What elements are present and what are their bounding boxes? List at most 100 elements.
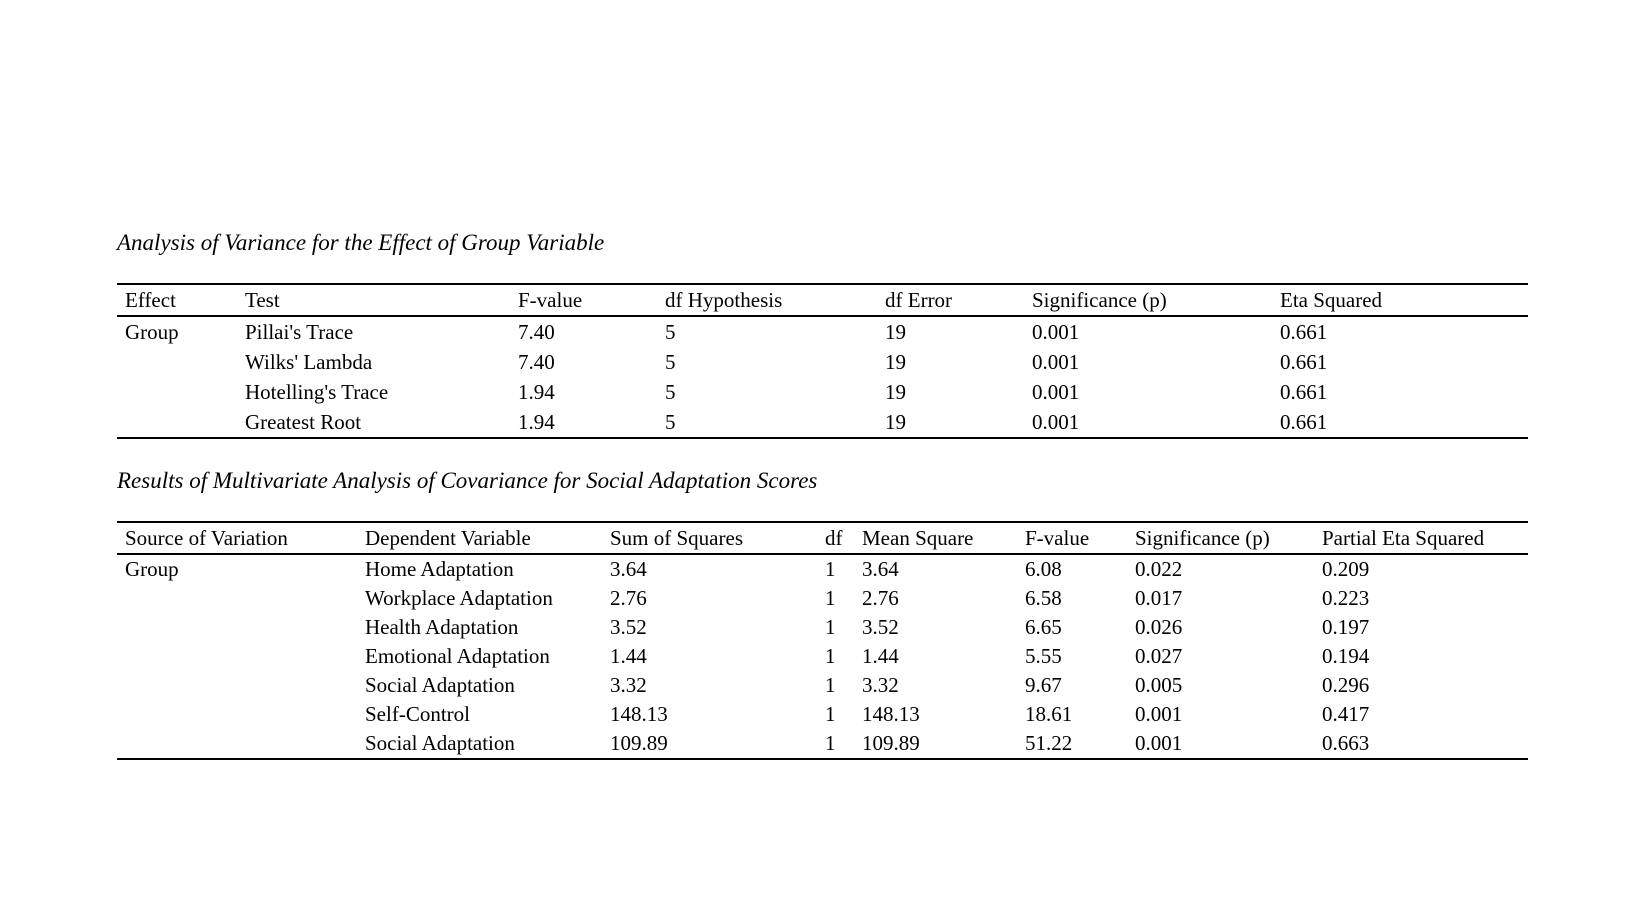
table-cell: 0.026 [1135,615,1183,639]
column-header: df Hypothesis [657,284,877,317]
table-cell: Social Adaptation [365,673,515,697]
table-cell [117,613,357,642]
table-cell: 0.197 [1322,615,1370,639]
table-cell: Social Adaptation [365,731,515,755]
table-cell: 0.417 [1322,702,1370,726]
table-row: Greatest Root 1.94 5 19 0.001 0.661 [117,407,1528,438]
table-cell: 0.663 [1322,731,1370,755]
table-cell: 0.661 [1280,319,1328,344]
header-row: Effect Test F-value df Hypothesis df Error Si… [117,284,1528,317]
table-cell: 0.001 [1032,319,1080,344]
table-cell: 19 [885,319,906,344]
table-cell: 1.94 [518,409,555,434]
table-cell: 0.296 [1322,673,1370,697]
table-cell [117,584,357,613]
table-cell [117,671,357,700]
mancova-results-table: Source of Variation Dependent Variable Sum… [117,521,1528,760]
anova-table-header: Effect Test F-value df Hypothesis df Error Si… [117,284,1528,317]
column-header: Significance (p) [1024,284,1272,317]
table-row: Group Pillai's Trace 7.40 5 19 0.001 0.661 [117,316,1528,347]
table-cell: 1 [825,702,836,726]
table-cell: 1.44 [862,644,899,668]
table-cell: 9.67 [1025,673,1062,697]
table-cell [117,642,357,671]
table-cell: 109.89 [610,731,668,755]
table-cell: 5 [665,409,676,434]
table-cell: 0.194 [1322,644,1370,668]
table-cell: 0.209 [1322,557,1370,581]
table-cell: 1 [825,644,836,668]
column-header: Sum of Squares [602,522,817,555]
column-header: Source of Variation [117,522,357,555]
table-cell: 3.32 [610,673,647,697]
table-cell: 148.13 [610,702,668,726]
table-row: Workplace Adaptation 2.76 1 2.76 6.58 0.017 0.… [117,584,1528,613]
table-cell [117,700,357,729]
table-cell: 0.001 [1135,731,1183,755]
table-cell: 6.58 [1025,586,1062,610]
table-cell: 0.005 [1135,673,1183,697]
table-cell: 51.22 [1025,731,1073,755]
table-row: Hotelling's Trace 1.94 5 19 0.001 0.661 [117,377,1528,407]
table-cell: 2.76 [862,586,899,610]
table-cell: 6.65 [1025,615,1062,639]
table-cell: 0.001 [1032,409,1080,434]
table-cell: 1.44 [610,644,647,668]
table-cell: Hotelling's Trace [245,379,389,404]
table-cell: 7.40 [518,349,555,374]
table-cell: 0.661 [1280,409,1328,434]
table-cell: 0.661 [1280,349,1328,374]
table-cell: 0.027 [1135,644,1183,668]
table-cell [117,407,237,438]
table-row: Wilks' Lambda 7.40 5 19 0.001 0.661 [117,347,1528,377]
table-cell: Emotional Adaptation [365,644,550,668]
table-cell: 0.001 [1135,702,1183,726]
table-cell: 1 [825,586,836,610]
table-row: Health Adaptation 3.52 1 3.52 6.65 0.026 0.197 [117,613,1528,642]
table-cell [117,347,237,377]
table-cell: 5 [665,349,676,374]
column-header: Dependent Variable [357,522,602,555]
table-cell: 6.08 [1025,557,1062,581]
table-cell: 1 [825,673,836,697]
table-cell: 7.40 [518,319,555,344]
header-row: Source of Variation Dependent Variable Sum… [117,522,1528,555]
table-row: Social Adaptation 3.32 1 3.32 9.67 0.005 0.296 [117,671,1528,700]
anova-effects-table: Effect Test F-value df Hypothesis df Error Si… [117,283,1528,439]
table-cell [117,377,237,407]
table-cell: Workplace Adaptation [365,586,553,610]
table-cell: 109.89 [862,731,920,755]
table-cell: 1.94 [518,379,555,404]
table-cell: Greatest Root [245,409,362,434]
table-cell: 3.64 [610,557,647,581]
mancova-table-body: Group Home Adaptation 3.64 1 3.64 6.08 0.022 0.… [117,554,1528,759]
table-cell: 148.13 [862,702,920,726]
column-header: Test [237,284,510,317]
table-cell: Pillai's Trace [245,319,354,344]
table-cell [117,729,357,759]
document-page: Analysis of Variance for the Effect of G… [117,0,1528,760]
table-row: Social Adaptation 109.89 1 109.89 51.22 0.001… [117,729,1528,759]
table-cell: Group [125,319,179,344]
column-header: Mean Square [854,522,1017,555]
table-row: Self-Control 148.13 1 148.13 18.61 0.001 0.417 [117,700,1528,729]
table-cell: 5.55 [1025,644,1062,668]
anova-table-body: Group Pillai's Trace 7.40 5 19 0.001 0.661 Wilk… [117,316,1528,438]
table-cell: 19 [885,409,906,434]
table-cell: 0.661 [1280,379,1328,404]
table-row: Emotional Adaptation 1.44 1 1.44 5.55 0.027 0.… [117,642,1528,671]
table-cell: Health Adaptation [365,615,519,639]
table-cell: Home Adaptation [365,557,514,581]
table-cell: 1 [825,557,836,581]
table-row: Group Home Adaptation 3.64 1 3.64 6.08 0.022 0.… [117,554,1528,584]
table-cell: 19 [885,379,906,404]
column-header: Eta Squared [1272,284,1528,317]
anova-table-title: Analysis of Variance for the Effect of G… [117,230,605,255]
column-header: Effect [117,284,237,317]
table-cell: 19 [885,349,906,374]
column-header: df Error [877,284,1024,317]
table-cell: 3.64 [862,557,899,581]
table-cell: 3.32 [862,673,899,697]
table-cell: Group [125,557,179,581]
table-cell: 0.223 [1322,586,1370,610]
